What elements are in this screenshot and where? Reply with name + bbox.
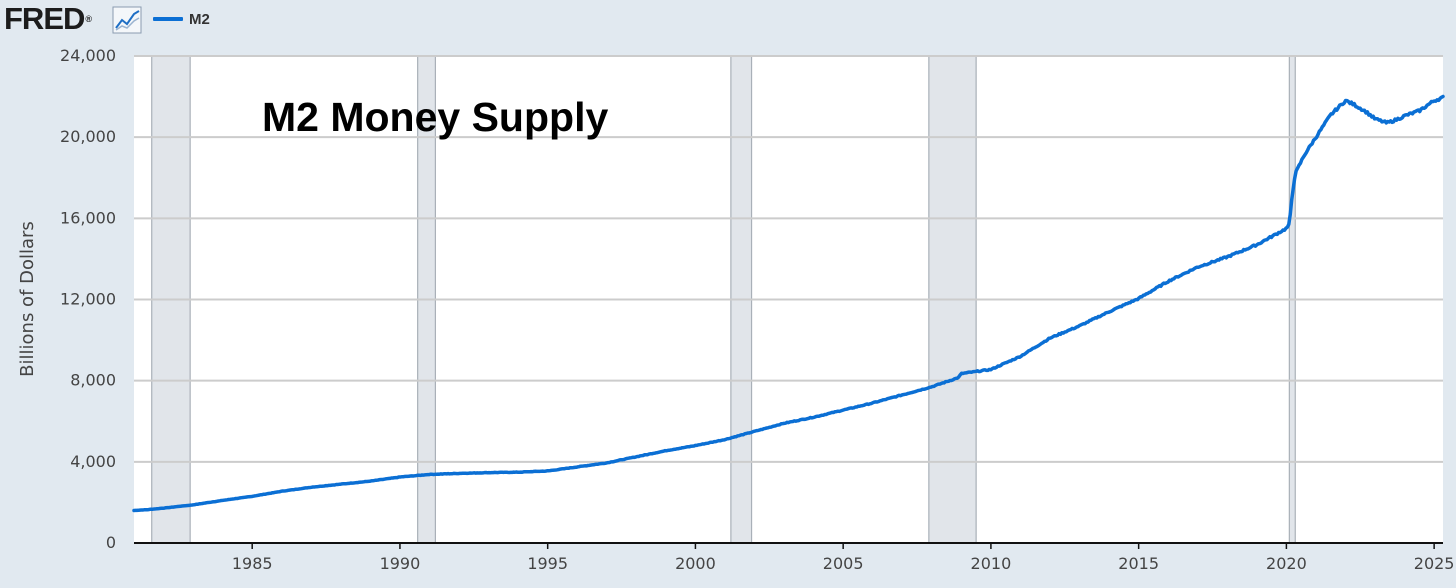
grid-lines xyxy=(134,55,1443,463)
x-tick-label: 1985 xyxy=(232,554,273,573)
y-tick-label: 20,000 xyxy=(60,127,116,146)
fred-logo-text: FRED xyxy=(4,1,85,36)
y-tick-label: 24,000 xyxy=(60,46,116,65)
x-tick-label: 2000 xyxy=(675,554,716,573)
y-tick-label: 16,000 xyxy=(60,208,116,227)
x-tick-label: 1990 xyxy=(380,554,421,573)
fred-logo[interactable]: FRED® xyxy=(4,2,92,36)
x-tick-label: 1995 xyxy=(527,554,568,573)
y-tick-label: 4,000 xyxy=(70,452,116,471)
x-axis-ticks: 1985 1990 1995 2000 2005 2010 2015 2020 2025 xyxy=(232,543,1455,573)
y-tick-label: 0 xyxy=(106,533,116,552)
chart-header: FRED® M2 xyxy=(0,0,1456,40)
x-tick-label: 2005 xyxy=(823,554,864,573)
legend-label: M2 xyxy=(189,10,210,28)
y-tick-label: 12,000 xyxy=(60,290,116,309)
x-tick-label: 2020 xyxy=(1266,554,1307,573)
m2-line-chart: Billions of Dollars 0 4,000 8,000 12,000 16,… xyxy=(17,46,1455,573)
chart-title: M2 Money Supply xyxy=(262,94,608,140)
x-tick-label: 2010 xyxy=(971,554,1012,573)
y-axis-ticks: 0 4,000 8,000 12,000 16,000 20,000 24,000 xyxy=(60,46,116,552)
legend-swatch xyxy=(153,17,183,21)
series-line-m2[interactable] xyxy=(132,94,1445,513)
line-graph-icon[interactable] xyxy=(112,6,142,34)
y-tick-label: 8,000 xyxy=(70,371,116,390)
registered-mark: ® xyxy=(85,14,93,24)
x-tick-label: 2025 xyxy=(1414,554,1455,573)
y-axis-title: Billions of Dollars xyxy=(17,221,38,377)
x-tick-label: 2015 xyxy=(1118,554,1159,573)
chart-legend: M2 xyxy=(153,9,210,29)
